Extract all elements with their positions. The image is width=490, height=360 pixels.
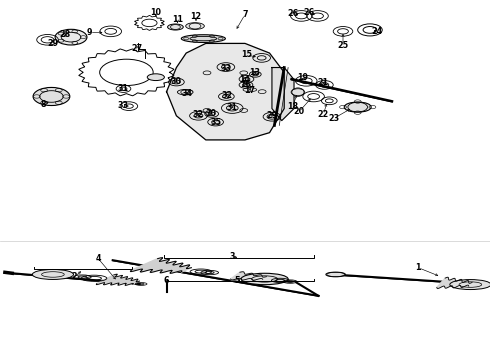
Text: 2: 2 [72, 272, 77, 282]
Text: 32: 32 [193, 110, 204, 119]
Text: 29: 29 [48, 39, 58, 48]
Ellipse shape [344, 102, 371, 112]
Ellipse shape [326, 272, 345, 277]
Ellipse shape [33, 87, 70, 105]
Text: 30: 30 [171, 77, 182, 86]
Text: 11: 11 [172, 15, 183, 24]
Text: 4: 4 [95, 254, 101, 263]
Ellipse shape [147, 74, 164, 81]
Text: 24: 24 [372, 27, 383, 36]
Text: 21: 21 [318, 77, 329, 86]
Text: 29: 29 [267, 111, 277, 120]
Polygon shape [231, 272, 267, 280]
Text: 25: 25 [338, 41, 348, 50]
Text: 9: 9 [87, 28, 93, 37]
Ellipse shape [181, 35, 225, 42]
Circle shape [241, 273, 288, 285]
Text: 22: 22 [318, 110, 329, 119]
Text: 5: 5 [234, 276, 240, 285]
Text: 3: 3 [229, 252, 235, 261]
Text: 23: 23 [329, 114, 340, 123]
Text: 15: 15 [241, 50, 252, 59]
Text: 31: 31 [227, 103, 238, 112]
Text: 20: 20 [294, 107, 304, 116]
Text: 26: 26 [288, 9, 298, 18]
Polygon shape [272, 68, 294, 121]
Ellipse shape [186, 23, 204, 30]
Text: 18: 18 [288, 102, 298, 111]
Ellipse shape [168, 24, 183, 30]
Ellipse shape [55, 29, 87, 45]
Text: 10: 10 [150, 8, 161, 17]
Text: 14: 14 [240, 75, 250, 84]
Polygon shape [97, 274, 140, 285]
Text: 26: 26 [303, 8, 314, 17]
Polygon shape [167, 44, 284, 140]
Circle shape [32, 270, 74, 279]
Text: 33: 33 [118, 101, 129, 110]
Text: 32: 32 [221, 90, 232, 99]
Text: 35: 35 [210, 118, 221, 127]
Text: 12: 12 [191, 12, 201, 21]
Polygon shape [130, 258, 192, 273]
Text: 8: 8 [40, 100, 46, 109]
Text: 27: 27 [132, 44, 143, 53]
Text: 6: 6 [164, 276, 170, 285]
Text: 33: 33 [220, 63, 231, 72]
Ellipse shape [177, 90, 193, 95]
Circle shape [450, 280, 490, 289]
Polygon shape [437, 277, 472, 288]
Text: 1: 1 [415, 263, 421, 272]
Text: 30: 30 [205, 109, 216, 118]
Ellipse shape [292, 88, 304, 96]
Text: 17: 17 [245, 86, 255, 95]
Text: 7: 7 [242, 10, 248, 19]
Text: 16: 16 [241, 80, 251, 89]
Text: 28: 28 [59, 30, 70, 39]
Text: 13: 13 [249, 68, 260, 77]
Text: 19: 19 [297, 73, 308, 82]
Text: 31: 31 [118, 84, 129, 93]
Text: 34: 34 [182, 89, 193, 98]
